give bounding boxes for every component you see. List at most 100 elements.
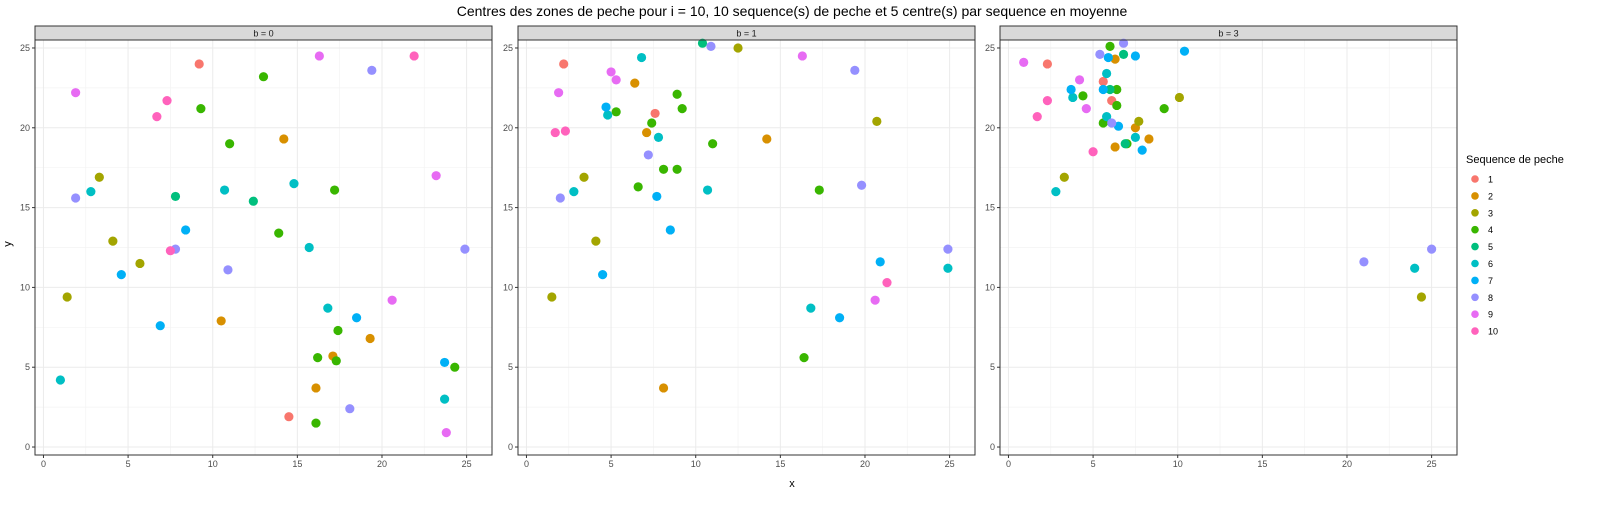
legend-label: 1 [1488, 175, 1493, 185]
data-point [225, 139, 235, 149]
data-point [797, 51, 807, 61]
data-point [850, 65, 860, 75]
major-grid [518, 40, 975, 455]
data-point [834, 313, 845, 323]
data-point [708, 139, 718, 149]
data-point [652, 191, 662, 202]
data-point [943, 263, 953, 273]
data-point [1098, 76, 1108, 87]
legend-key [1471, 192, 1479, 200]
legend-title: Sequence de peche [1466, 154, 1564, 166]
legend-key [1471, 175, 1479, 183]
legend-label: 6 [1488, 259, 1493, 269]
x-tick-label: 25 [945, 459, 955, 469]
y-tick-label: 20 [503, 123, 513, 133]
data-point [636, 52, 647, 63]
y-tick-label: 25 [985, 43, 995, 53]
data-point [647, 118, 657, 128]
x-axis-label: x [789, 478, 795, 490]
data-point [450, 362, 460, 372]
legend-label: 5 [1488, 242, 1493, 252]
legend-key [1471, 293, 1479, 302]
data-point [653, 132, 664, 142]
data-point [762, 134, 772, 144]
x-tick-label: 20 [860, 459, 870, 469]
data-point [665, 225, 675, 235]
data-point [440, 357, 450, 368]
facet-label: b = 0 [253, 29, 273, 39]
legend: Sequence de peche 1 2 3 4 5 6 7 8 9 10 [1466, 154, 1564, 337]
x-tick-label: 25 [1427, 459, 1437, 469]
data-point [579, 172, 589, 182]
data-point [1019, 57, 1029, 67]
data-point [554, 88, 564, 98]
panel-border [34, 39, 493, 456]
data-point [345, 404, 355, 414]
data-point [1066, 84, 1076, 95]
data-point [86, 187, 96, 197]
data-point [289, 179, 299, 189]
x-tick-label: 10 [208, 459, 218, 469]
data-point [1042, 59, 1052, 69]
data-point [1105, 84, 1115, 95]
y-tick-label: 20 [20, 123, 30, 133]
legend-label: 3 [1488, 208, 1493, 218]
data-point [258, 72, 269, 82]
data-point [351, 313, 362, 323]
data-point [1134, 116, 1144, 127]
points [55, 51, 470, 438]
data-point [1416, 292, 1427, 302]
data-point [611, 107, 621, 117]
data-point [367, 65, 377, 75]
data-point [650, 108, 660, 119]
data-point [1174, 92, 1185, 103]
data-point [856, 180, 867, 190]
legend-label: 7 [1488, 276, 1493, 286]
legend-label: 9 [1488, 310, 1493, 320]
data-point [1130, 132, 1141, 142]
data-point [1359, 257, 1369, 267]
x-tick-label: 0 [524, 459, 529, 469]
data-point [181, 225, 191, 235]
data-point [108, 236, 118, 246]
y-tick-label: 10 [20, 282, 30, 292]
data-point [606, 67, 616, 77]
data-point [1098, 84, 1108, 95]
data-point [196, 104, 206, 114]
data-point [706, 41, 716, 51]
y-tick-label: 0 [990, 442, 995, 452]
data-point [1088, 147, 1098, 157]
data-point [441, 428, 451, 438]
data-point [1159, 104, 1169, 114]
data-point [603, 110, 613, 120]
data-point [547, 292, 557, 302]
data-point [219, 185, 230, 195]
data-point [1410, 263, 1420, 273]
legend-key [1471, 225, 1479, 234]
data-point [611, 75, 621, 85]
panels: b = 0 0 5 10 15 20 25 0 5 10 15 20 25 b = 1 0 5 10 15 20 25… [20, 25, 1458, 469]
data-point [677, 104, 687, 114]
y-tick-label: 15 [985, 203, 995, 213]
data-point [304, 242, 314, 253]
panel-border [517, 39, 976, 456]
data-point [71, 88, 81, 98]
data-point [1059, 172, 1069, 182]
y-tick-label: 5 [25, 362, 30, 372]
x-tick-label: 5 [1091, 459, 1096, 469]
legend-label: 4 [1488, 225, 1493, 235]
data-point [314, 51, 324, 61]
legend-label: 10 [1488, 327, 1498, 337]
x-tick-label: 15 [1257, 459, 1267, 469]
data-point [1144, 134, 1154, 144]
data-point [311, 418, 321, 428]
data-point [598, 270, 608, 280]
data-point [697, 38, 708, 48]
data-point [1179, 46, 1190, 56]
data-point [672, 164, 682, 174]
data-point [870, 295, 880, 305]
data-point [1427, 244, 1437, 254]
data-point [1102, 112, 1112, 122]
minor-grid [518, 40, 975, 455]
legend-key [1471, 209, 1479, 217]
